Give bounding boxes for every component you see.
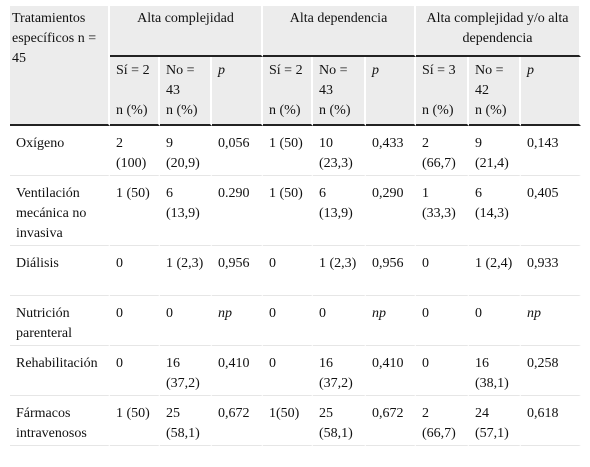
table-cell: 0 bbox=[313, 296, 366, 346]
table-cell: 6 (14,3) bbox=[469, 176, 521, 246]
table-row: Ventilación mecánica no invasiva 1 (50) … bbox=[10, 176, 581, 246]
subheader-no: No = 43 n (%) bbox=[160, 57, 212, 126]
first-column-header: Tratamientos específicos n = 45 bbox=[10, 6, 110, 126]
table-cell: 1 (2,3) bbox=[313, 246, 366, 296]
table-cell: 1 (2,4) bbox=[469, 246, 521, 296]
row-label: Diálisis bbox=[10, 246, 110, 296]
table-cell: 0,258 bbox=[521, 346, 581, 396]
table-cell: 1 (2,3) bbox=[160, 246, 212, 296]
table-row: Nutrición parenteral 0 0 np 0 0 np 0 0 n… bbox=[10, 296, 581, 346]
table-cell: 0,290 bbox=[366, 176, 416, 246]
table-cell: 0,933 bbox=[521, 246, 581, 296]
group-header-combined: Alta complejidad y/o alta dependencia bbox=[416, 6, 581, 57]
table-cell: 0,410 bbox=[366, 346, 416, 396]
table-cell: 0 bbox=[160, 296, 212, 346]
table-cell: 0 bbox=[263, 346, 313, 396]
table-cell: 24 (57,1) bbox=[469, 396, 521, 446]
row-label: Ventilación mecánica no invasiva bbox=[10, 176, 110, 246]
table-cell: 1 (50) bbox=[110, 176, 160, 246]
table-cell: 0,956 bbox=[366, 246, 416, 296]
table-cell: 2 (100) bbox=[110, 126, 160, 176]
table-cell: np bbox=[212, 296, 263, 346]
table-cell: 1 (50) bbox=[110, 396, 160, 446]
subheader-p: p bbox=[212, 57, 263, 126]
table-cell: 1 (50) bbox=[263, 126, 313, 176]
row-label: Nutrición parenteral bbox=[10, 296, 110, 346]
table-cell: 1 (50) bbox=[263, 176, 313, 246]
table-row: Fármacos intravenosos 1 (50) 25 (58,1) 0… bbox=[10, 396, 581, 446]
table-cell: 0,618 bbox=[521, 396, 581, 446]
table-cell: 25 (58,1) bbox=[313, 396, 366, 446]
table-cell: 0 bbox=[110, 246, 160, 296]
group-header-alta-dependencia: Alta dependencia bbox=[263, 6, 416, 57]
table-cell: 0 bbox=[110, 296, 160, 346]
table-cell: 0,433 bbox=[366, 126, 416, 176]
row-label: Oxígeno bbox=[10, 126, 110, 176]
table-row: Oxígeno 2 (100) 9 (20,9) 0,056 1 (50) 10… bbox=[10, 126, 581, 176]
table-row: Diálisis 0 1 (2,3) 0,956 0 1 (2,3) 0,956… bbox=[10, 246, 581, 296]
table-cell: 6 (13,9) bbox=[160, 176, 212, 246]
table-row: Rehabilitación 0 16 (37,2) 0,410 0 16 (3… bbox=[10, 346, 581, 396]
row-label: Fármacos intravenosos bbox=[10, 396, 110, 446]
table-cell: 2 (66,7) bbox=[416, 396, 469, 446]
table-cell: 0,672 bbox=[212, 396, 263, 446]
table-cell: 9 (20,9) bbox=[160, 126, 212, 176]
table-cell: 0 bbox=[416, 296, 469, 346]
table-cell: 10 (23,3) bbox=[313, 126, 366, 176]
table-cell: 9 (21,4) bbox=[469, 126, 521, 176]
results-table-container: Tratamientos específicos n = 45 Alta com… bbox=[10, 6, 581, 446]
subheader-p: p bbox=[366, 57, 416, 126]
table-cell: 0,405 bbox=[521, 176, 581, 246]
table-cell: 16 (38,1) bbox=[469, 346, 521, 396]
table-cell: 0,143 bbox=[521, 126, 581, 176]
table-cell: 0,956 bbox=[212, 246, 263, 296]
table-cell: 16 (37,2) bbox=[313, 346, 366, 396]
table-cell: np bbox=[366, 296, 416, 346]
group-header-alta-complejidad: Alta complejidad bbox=[110, 6, 263, 57]
table-cell: 25 (58,1) bbox=[160, 396, 212, 446]
treatments-table: Tratamientos específicos n = 45 Alta com… bbox=[10, 6, 581, 446]
table-cell: 0.290 bbox=[212, 176, 263, 246]
table-cell: 1 (33,3) bbox=[416, 176, 469, 246]
subheader-p: p bbox=[521, 57, 581, 126]
row-label: Rehabilitación bbox=[10, 346, 110, 396]
table-cell: 0,672 bbox=[366, 396, 416, 446]
table-cell: 2 (66,7) bbox=[416, 126, 469, 176]
table-body: Oxígeno 2 (100) 9 (20,9) 0,056 1 (50) 10… bbox=[10, 126, 581, 446]
table-cell: np bbox=[521, 296, 581, 346]
table-cell: 0 bbox=[110, 346, 160, 396]
table-cell: 0 bbox=[263, 296, 313, 346]
table-cell: 0,056 bbox=[212, 126, 263, 176]
table-cell: 1(50) bbox=[263, 396, 313, 446]
subheader-no: No = 43 n (%) bbox=[313, 57, 366, 126]
table-cell: 0 bbox=[263, 246, 313, 296]
table-cell: 0 bbox=[416, 346, 469, 396]
table-cell: 6 (13,9) bbox=[313, 176, 366, 246]
table-cell: 0 bbox=[416, 246, 469, 296]
subheader-no: No = 42 n (%) bbox=[469, 57, 521, 126]
table-cell: 0,410 bbox=[212, 346, 263, 396]
table-cell: 16 (37,2) bbox=[160, 346, 212, 396]
table-cell: 0 bbox=[469, 296, 521, 346]
